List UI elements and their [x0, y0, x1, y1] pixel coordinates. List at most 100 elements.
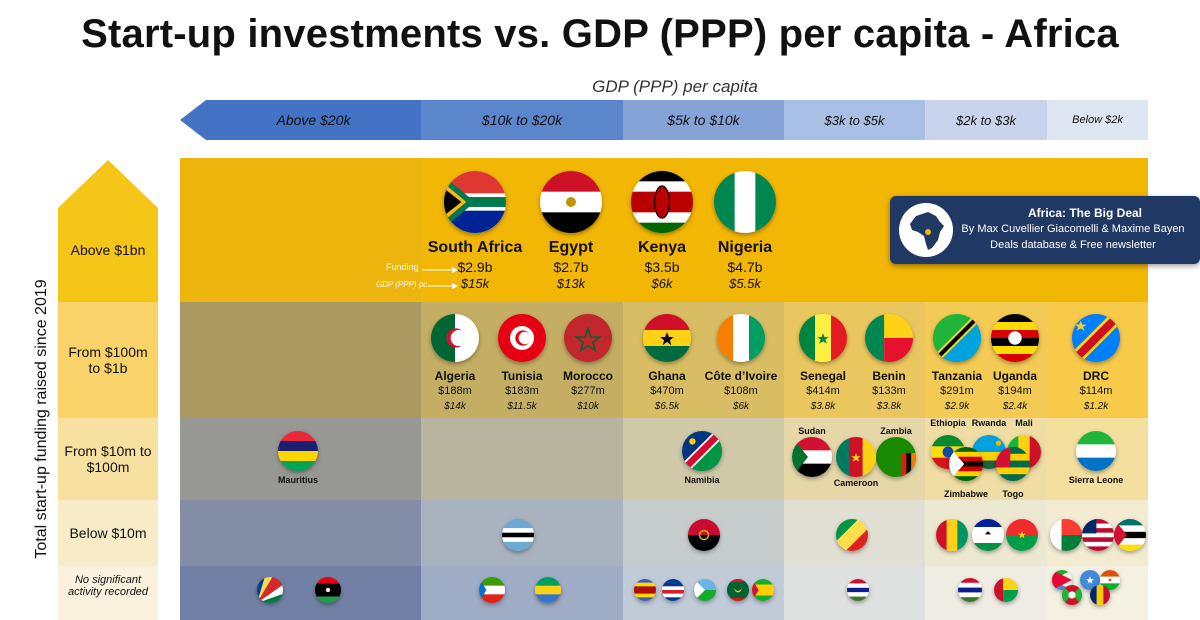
country-gdp-ghana: $6.5k — [654, 401, 680, 412]
country-name-tunisia: Tunisia — [501, 369, 543, 383]
country-name-togo: Togo — [1002, 489, 1024, 499]
country-gdp-algeria: $14k — [444, 401, 466, 412]
flag-mauritius-icon — [278, 431, 318, 471]
column-header-5: Below $2k — [1047, 100, 1148, 140]
country-funding-kenya: $3.5b — [644, 259, 680, 275]
flag-drc-icon — [1072, 314, 1120, 362]
country-name-ghana: Ghana — [648, 369, 686, 383]
country-name-benin: Benin — [872, 369, 906, 383]
country-gdp-senegal: $3.8k — [810, 401, 836, 412]
country-name-sierra-leone: Sierra Leone — [1068, 475, 1124, 485]
flag-kenya-icon — [631, 171, 693, 233]
legend-gdp: GDP (PPP) pc — [376, 280, 428, 289]
flag-djibouti-icon — [694, 579, 716, 601]
grid-cell-r1-c0 — [180, 302, 421, 418]
country-gdp-kenya: $6k — [651, 276, 673, 291]
row-label-3: Below $10m — [58, 500, 158, 566]
flag-algeria-icon — [431, 314, 479, 362]
column-header-0: Above $20k — [276, 112, 351, 128]
country-gdp-tanzania: $2.9k — [944, 401, 970, 412]
flag-libya-icon — [315, 577, 341, 603]
country-funding-tanzania: $291m — [940, 385, 974, 397]
grid-cell-r0-c0 — [180, 158, 421, 302]
country-funding-morocco: $277m — [571, 385, 605, 397]
flag-senegal-icon — [799, 314, 847, 362]
flag-liberia-icon — [1082, 519, 1114, 551]
country-funding-c-te-d-ivoire: $108m — [724, 385, 758, 397]
country-funding-drc: $114m — [1079, 385, 1113, 397]
flag-egypt-icon — [540, 171, 602, 233]
flag-cape-verde-icon — [662, 579, 684, 601]
flag-eq-guinea-icon — [479, 577, 505, 603]
flag-burkina-faso-icon — [1006, 519, 1038, 551]
country-funding-nigeria: $4.7b — [727, 259, 763, 275]
country-funding-benin: $133m — [872, 385, 906, 397]
country-name-south-africa: South Africa — [427, 239, 523, 256]
flag-south-africa-icon — [444, 171, 506, 233]
grid-cell-r2-c1 — [421, 418, 623, 500]
column-header-arrow — [180, 100, 421, 140]
country-gdp-morocco: $10k — [577, 401, 599, 412]
flag-zambia-icon — [876, 437, 916, 477]
country-name-mauritius: Mauritius — [277, 475, 318, 485]
chart-title: Start-up investments vs. GDP (PPP) per c… — [81, 12, 1119, 56]
flag-lesotho-icon — [972, 519, 1004, 551]
country-name-cameroon: Cameroon — [833, 478, 879, 488]
flag-madagascar-icon — [1050, 519, 1082, 551]
country-gdp-uganda: $2.4k — [1002, 401, 1028, 412]
grid-cell-r4-c4 — [925, 566, 1047, 620]
country-name-algeria: Algeria — [434, 369, 476, 383]
flag-tunisia-icon — [498, 314, 546, 362]
flag-mauritania-icon — [727, 579, 749, 601]
column-header-4: $2k to $3k — [925, 100, 1047, 140]
country-gdp-tunisia: $11.5k — [507, 401, 537, 412]
country-gdp-egypt: $13k — [556, 276, 586, 291]
row-label-1: From $100m to $1b — [58, 302, 158, 418]
country-gdp-drc: $1.2k — [1083, 401, 1109, 412]
country-name-mali: Mali — [1015, 418, 1033, 428]
country-name-egypt: Egypt — [548, 239, 594, 256]
flag-congo-icon — [836, 519, 868, 551]
country-funding-uganda: $194m — [998, 385, 1032, 397]
country-name-nigeria: Nigeria — [717, 239, 773, 256]
flag-mozambique-icon — [1114, 519, 1146, 551]
country-funding-tunisia: $183m — [505, 385, 539, 397]
country-gdp-c-te-d-ivoire: $6k — [732, 401, 750, 412]
flag-sierra-leone-icon — [1076, 431, 1116, 471]
info-box-tagline: Deals database & Free newsletter — [990, 239, 1156, 251]
flag-guinea-bissau-icon — [994, 578, 1018, 602]
info-box-authors: By Max Cuvellier Giacomelli & Maxime Bay… — [961, 223, 1185, 235]
country-gdp-nigeria: $5.5k — [729, 276, 761, 291]
flag-sao-tome-icon — [752, 579, 774, 601]
y-axis-arrow — [58, 160, 158, 302]
column-header-2: $5k to $10k — [623, 100, 784, 140]
country-name-c-te-d-ivoire: Côte d’Ivoire — [704, 369, 778, 383]
country-name-zimbabwe: Zimbabwe — [943, 489, 988, 499]
flag-uganda-icon — [991, 314, 1039, 362]
row-label-0: Above $1bn — [70, 242, 146, 258]
flag-eswatini-icon — [634, 579, 656, 601]
legend-funding: Funding — [386, 262, 419, 272]
country-name-kenya: Kenya — [637, 239, 687, 256]
flag-zimbabwe-icon — [949, 447, 983, 481]
country-name-uganda: Uganda — [992, 369, 1037, 383]
country-name-rwanda: Rwanda — [971, 418, 1007, 428]
info-box[interactable]: Africa: The Big Deal By Max Cuvellier Gi… — [890, 196, 1200, 264]
flag-chad-icon — [1090, 585, 1110, 605]
country-gdp-south-africa: $15k — [460, 276, 490, 291]
x-axis-label: GDP (PPP) per capita — [592, 77, 758, 96]
country-funding-ghana: $470m — [650, 385, 684, 397]
country-name-zambia: Zambia — [880, 426, 912, 436]
flag-sudan-icon — [792, 437, 832, 477]
flag-burundi-icon — [1062, 585, 1082, 605]
flag-seychelles-icon — [257, 577, 283, 603]
flag-botswana-icon — [502, 519, 534, 551]
flag-angola-icon — [688, 519, 720, 551]
flag-cameroon-icon — [836, 437, 876, 477]
flag-benin-icon — [865, 314, 913, 362]
grid-cell-r4-c0 — [180, 566, 421, 620]
legend-funding-arrow — [422, 267, 458, 273]
country-name-namibia: Namibia — [684, 475, 720, 485]
column-header-1: $10k to $20k — [421, 100, 623, 140]
flag-ghana-icon — [643, 314, 691, 362]
